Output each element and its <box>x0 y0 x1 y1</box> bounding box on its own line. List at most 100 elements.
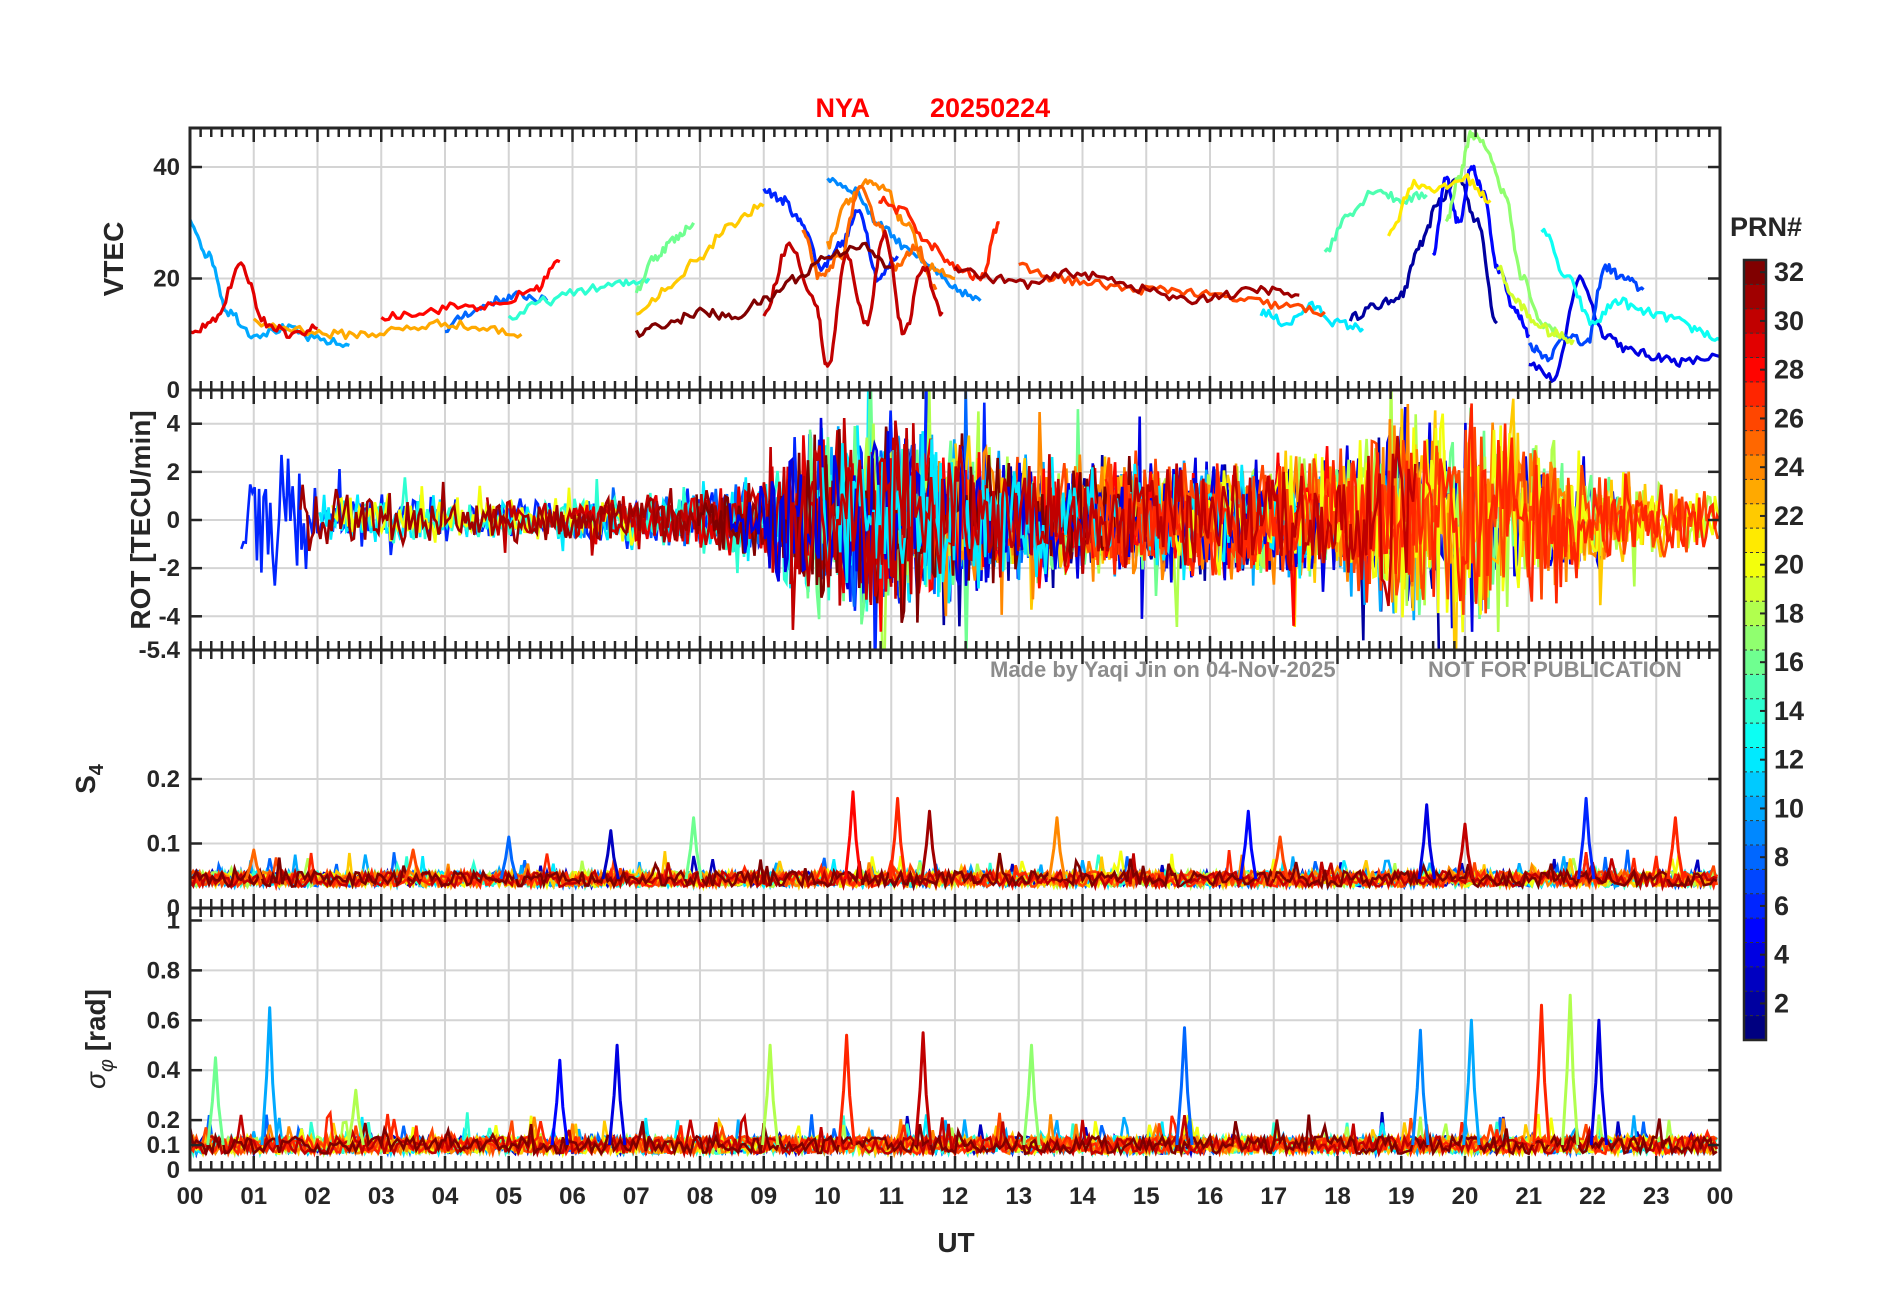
colorbar-segment <box>1744 845 1766 870</box>
sigphi-peak-prn-17 <box>1022 1043 1041 1146</box>
colorbar-tick-label: 8 <box>1774 842 1789 872</box>
vtec-series-prn-9 <box>826 177 982 302</box>
vtec-series-prn-21 <box>1387 173 1492 237</box>
colorbar-segment <box>1744 650 1766 675</box>
y-tick-label: 0.4 <box>147 1057 181 1084</box>
s4-peak-prn-3 <box>601 829 620 880</box>
colorbar-segment <box>1744 893 1766 919</box>
vtec-series-prn-7 <box>1527 263 1645 363</box>
colorbar-segment <box>1744 601 1766 627</box>
colorbar-tick-label: 4 <box>1774 940 1789 970</box>
y-tick-label: 0 <box>167 507 180 534</box>
x-tick-label: 15 <box>1133 1183 1160 1210</box>
plot-title-date: 20250224 <box>930 93 1050 123</box>
y-tick-label: 0.8 <box>147 957 180 984</box>
x-tick-label: 23 <box>1643 1183 1670 1210</box>
s4-peak-prn-6 <box>1577 796 1596 880</box>
x-tick-label: 14 <box>1069 1183 1096 1210</box>
x-tick-label: 16 <box>1197 1183 1224 1210</box>
vtec-series-prn-4 <box>1528 274 1720 383</box>
x-tick-label: 03 <box>368 1183 395 1210</box>
s4-peak-prn-27 <box>1666 816 1685 880</box>
colorbar-segment <box>1744 723 1766 748</box>
colorbar-segment <box>1744 308 1766 334</box>
vtec-series-prn-31 <box>953 265 1300 306</box>
x-tick-label: 11 <box>879 1183 904 1210</box>
x-ticks-sigphi <box>188 908 1722 1170</box>
vtec-series-prn-10 <box>190 218 350 349</box>
y-tick-label: 40 <box>153 154 180 181</box>
s4-peak-prn-31 <box>920 809 939 880</box>
panel-rot: -4 -2 0 2 4 -5.4 ROT [TECU/min] <box>125 388 1722 664</box>
y-axis-label-sigphi: σφ [rad] <box>80 989 118 1089</box>
colorbar-segment <box>1744 528 1766 553</box>
colorbar-tick-label: 30 <box>1774 306 1804 336</box>
x-tick-label: 22 <box>1579 1183 1606 1210</box>
colorbar-tick-label: 16 <box>1774 647 1804 677</box>
series-group-s4 <box>190 790 1719 892</box>
y-tick-label: -5.4 <box>139 637 181 664</box>
x-ticks-vtec <box>188 128 1722 390</box>
s4-peak-prn-5 <box>1239 809 1258 880</box>
colorbar-tick-label: 20 <box>1774 550 1804 580</box>
colorbar-segment <box>1744 479 1766 505</box>
vtec-series-prn-30 <box>762 229 944 368</box>
s4-peak-prn-26 <box>404 848 423 880</box>
y-tick-label: -4 <box>159 603 181 630</box>
colorbar-segment <box>1744 381 1766 407</box>
series-group-vtec <box>190 130 1720 383</box>
colorbar-tick-label: 28 <box>1774 355 1804 385</box>
sigphi-peak-prn-8 <box>1175 1026 1194 1146</box>
y-tick-label: 2 <box>167 459 180 486</box>
colorbar-tick-label: 18 <box>1774 598 1804 628</box>
vtec-series-prn-17 <box>1444 130 1562 338</box>
colorbar-segment <box>1744 747 1766 773</box>
s4-series-prn-32 <box>190 852 1718 892</box>
colorbar-segment <box>1744 552 1766 578</box>
series-group-rot <box>240 390 1720 650</box>
watermark-author: Made by Yaqi Jin on 04-Nov-2025 <box>990 657 1336 682</box>
vtec-series-prn-28 <box>380 259 561 322</box>
y-tick-label: 0.6 <box>147 1007 180 1034</box>
sigphi-peak-prn-9 <box>1411 1028 1430 1146</box>
x-tick-label: 00 <box>177 1183 204 1210</box>
colorbar-segment <box>1744 942 1766 968</box>
vtec-series-prn-8 <box>444 290 549 334</box>
x-tick-label: 12 <box>942 1183 969 1210</box>
sigphi-peak-prn-18 <box>346 1088 365 1146</box>
x-tick-label: 08 <box>687 1183 714 1210</box>
y-tick-label: 0.1 <box>147 831 180 858</box>
vtec-series-prn-16 <box>634 222 695 294</box>
rot-series-prn-30 <box>789 420 1417 607</box>
colorbar-segment <box>1744 260 1766 285</box>
y-axis-label-rot: ROT [TECU/min] <box>125 410 156 629</box>
s4-peak-prn-26 <box>1271 835 1290 880</box>
colorbar-segment <box>1744 455 1766 480</box>
sigphi-peak-prn-18 <box>761 1043 780 1146</box>
colorbar-segment <box>1744 625 1766 651</box>
x-tick-label: 07 <box>623 1183 650 1210</box>
colorbar-segment <box>1744 820 1766 846</box>
watermark-notice: NOT FOR PUBLICATION <box>1428 657 1682 682</box>
x-ticks-rot <box>188 390 1722 650</box>
colorbar-segment <box>1744 576 1766 602</box>
s4-peak-prn-24 <box>1047 816 1067 880</box>
colorbar-segment <box>1744 503 1766 529</box>
colorbar-tick-label: 24 <box>1774 452 1804 482</box>
colorbar-segment <box>1744 674 1766 700</box>
s4-peak-prn-28 <box>843 790 863 880</box>
colorbar-segment <box>1744 796 1766 822</box>
s4-peak-prn-8 <box>499 835 518 880</box>
sigphi-peak-prn-10 <box>260 1006 279 1146</box>
x-tick-label: 20 <box>1452 1183 1479 1210</box>
s4-peak-prn-16 <box>684 816 703 880</box>
x-tick-label: 13 <box>1005 1183 1032 1210</box>
colorbar-title: PRN# <box>1730 212 1802 242</box>
vtec-series-prn-13 <box>1540 227 1720 342</box>
s4-peak-prn-30 <box>1455 822 1475 880</box>
vtec-series-prn-5 <box>1431 164 1531 339</box>
y-tick-label: 0 <box>167 895 180 922</box>
y-tick-label: 20 <box>153 266 180 293</box>
s4-peak-prn-4 <box>1417 803 1436 880</box>
vtec-series-prn-25 <box>801 184 938 291</box>
